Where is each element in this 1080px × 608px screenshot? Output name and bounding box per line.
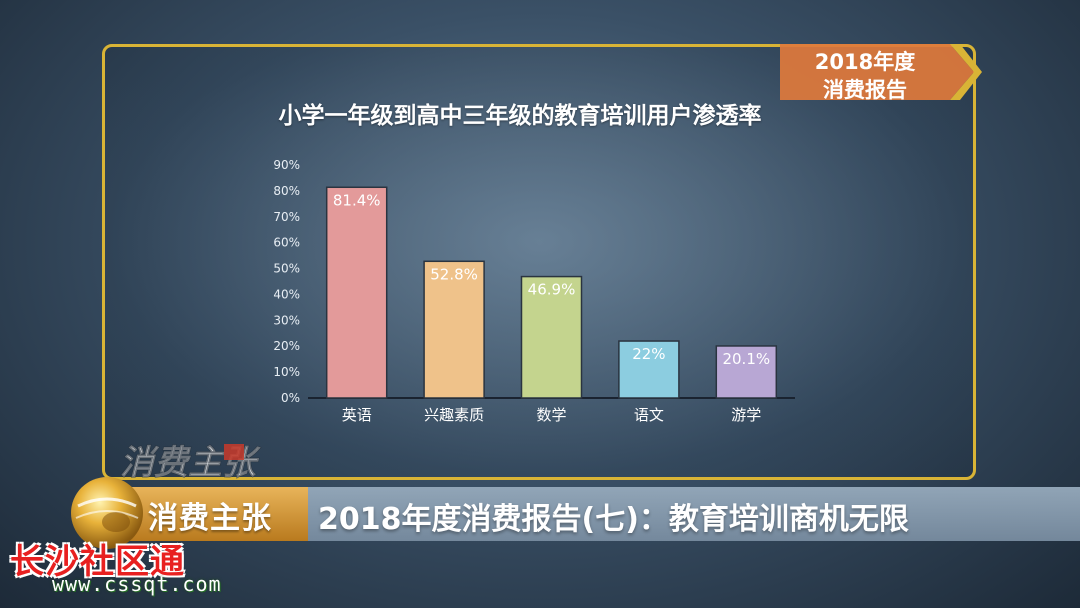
site-url: www.cssqt.com — [52, 572, 222, 596]
bar — [618, 340, 680, 399]
bar-value-label: 81.4% — [333, 191, 381, 209]
program-name: 消费主张 — [148, 501, 272, 536]
bar-value-label: 52.8% — [430, 265, 478, 283]
report-tag-label: 消费报告 — [823, 78, 907, 102]
y-tick-label: 40% — [273, 287, 300, 301]
x-category-label: 游学 — [731, 406, 761, 424]
y-tick-label: 30% — [273, 313, 300, 327]
bar-value-label: 46.9% — [528, 281, 576, 299]
site-name: 长沙社区通 — [10, 542, 185, 582]
episode-headline: 2018年度消费报告(七)：教育培训商机无限 — [318, 502, 909, 537]
report-tag: 2018年度 消费报告 — [780, 44, 982, 102]
x-category-label: 英语 — [342, 406, 372, 424]
bar-value-label: 20.1% — [722, 350, 770, 368]
bar — [715, 345, 778, 399]
report-tag-year: 2018年度 — [814, 50, 916, 74]
globe-logo-icon — [71, 477, 143, 549]
y-tick-label: 70% — [273, 210, 300, 224]
chart-frame — [102, 44, 976, 480]
bar — [325, 186, 388, 399]
y-tick-label: 0% — [281, 391, 300, 405]
x-category-label: 兴趣素质 — [424, 406, 484, 424]
bar — [520, 275, 583, 399]
y-tick-label: 50% — [273, 262, 300, 276]
bar-chart: 0% 10% 20% 30% 40% 50% 60% 70% 80% 90% 81.4% 英语 52.8… — [273, 158, 795, 424]
y-tick-label: 10% — [273, 365, 300, 379]
y-tick-label: 90% — [273, 158, 300, 172]
bar — [423, 260, 485, 399]
bar-value-label: 22% — [632, 345, 665, 363]
y-tick-label: 60% — [273, 236, 300, 250]
x-category-label: 数学 — [536, 406, 566, 424]
watermark-red-block — [224, 444, 244, 460]
program-watermark-logo: 消费主张 — [120, 443, 262, 483]
y-tick-label: 80% — [273, 184, 300, 198]
chart-title: 小学一年级到高中三年级的教育培训用户渗透率 — [278, 103, 762, 129]
program-name-box — [130, 487, 308, 541]
x-category-label: 语文 — [634, 406, 664, 424]
report-tag-shape — [780, 44, 982, 100]
y-tick-label: 20% — [273, 339, 300, 353]
